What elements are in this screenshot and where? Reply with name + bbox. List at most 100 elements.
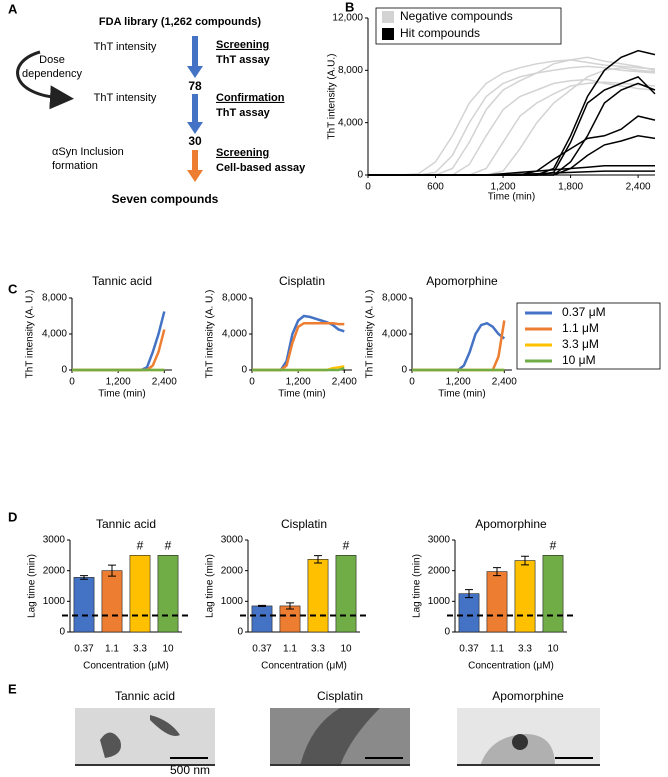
- flow-result: Seven compounds: [112, 192, 219, 206]
- x-tick-label: 1,800: [558, 182, 583, 193]
- x-tick-label: 2,400: [152, 377, 177, 388]
- micrograph-title: Tannic acid: [115, 689, 175, 703]
- y-tick-label: 0: [357, 170, 363, 181]
- y-tick-label: 1000: [428, 596, 451, 607]
- info-strip: [457, 764, 600, 766]
- panel-title: Cisplatin: [281, 517, 327, 531]
- y-tick-label: 3000: [221, 535, 244, 546]
- x-tick-label: 0.37: [74, 644, 94, 655]
- x-tick-label: 1.1: [105, 644, 119, 655]
- micrograph-title: Apomorphine: [492, 689, 564, 703]
- x-axis-label: Time (min): [438, 389, 485, 400]
- x-axis-label: Concentration (μM): [83, 661, 169, 672]
- x-tick-label: 0: [365, 182, 371, 193]
- y-tick-label: 0: [237, 627, 243, 638]
- flow-note: dependency: [22, 68, 82, 80]
- y-axis-label: ThT intensity (A. U.): [365, 290, 376, 379]
- flow-arrow-head: [187, 122, 203, 134]
- flow-stage: Confirmation: [216, 92, 285, 104]
- y-axis-label: ThT intensity (A.U.): [327, 54, 338, 140]
- line-series: [368, 170, 655, 176]
- y-tick-label: 8,000: [42, 293, 67, 304]
- bar: [335, 555, 357, 633]
- legend-box: [375, 7, 562, 45]
- x-axis-label: Concentration (μM): [468, 661, 554, 672]
- panel-title: Apomorphine: [426, 274, 498, 288]
- flow-stage: Screening: [216, 147, 269, 159]
- panel-title: Apomorphine: [475, 517, 547, 531]
- x-axis-label: Concentration (μM): [261, 661, 347, 672]
- micrograph-feature: [512, 734, 528, 750]
- panel-title: Tannic acid: [96, 517, 156, 531]
- x-tick-label: 1.1: [283, 644, 297, 655]
- y-tick-label: 2000: [428, 565, 451, 576]
- y-axis-label: Lag time (min): [27, 554, 38, 618]
- flow-assay: Cell-based assay: [216, 162, 306, 174]
- x-tick-label: 3.3: [133, 644, 147, 655]
- x-tick-label: 10: [340, 644, 352, 655]
- bar: [542, 555, 564, 633]
- x-tick-label: 1,200: [106, 377, 131, 388]
- error-bar: [314, 555, 322, 564]
- legend-label: 3.3 μM: [562, 337, 599, 351]
- y-tick-label: 0: [241, 365, 247, 376]
- x-tick-label: 3.3: [311, 644, 325, 655]
- error-bar: [80, 575, 88, 580]
- line-series: [252, 321, 345, 372]
- x-tick-label: 600: [427, 182, 444, 193]
- legend-label: 10 μM: [562, 353, 596, 367]
- x-tick-label: 1.1: [490, 644, 504, 655]
- bar: [458, 593, 480, 633]
- flow-assay: ThT assay: [216, 54, 271, 66]
- x-axis-label: Time (min): [98, 389, 145, 400]
- x-tick-label: 1,200: [491, 182, 516, 193]
- line-series: [72, 311, 166, 372]
- x-tick-label: 0.37: [252, 644, 272, 655]
- y-tick-label: 3000: [43, 535, 66, 546]
- y-tick-label: 8,000: [222, 293, 247, 304]
- x-tick-label: 0: [409, 377, 415, 388]
- y-tick-label: 4,000: [338, 117, 363, 128]
- y-tick-label: 0: [59, 627, 65, 638]
- flow-stage: Screening: [216, 39, 269, 51]
- flow-arrow-head: [187, 170, 203, 182]
- flow-measure: αSyn Inclusion: [52, 146, 124, 158]
- legend-label: Negative compounds: [400, 9, 513, 23]
- x-tick-label: 2,400: [492, 377, 517, 388]
- flow-title: FDA library (1,262 compounds): [99, 16, 262, 28]
- line-series: [368, 135, 656, 176]
- bar: [157, 555, 179, 633]
- x-tick-label: 2,400: [332, 377, 357, 388]
- y-tick-label: 8,000: [338, 65, 363, 76]
- x-tick-label: 0.37: [459, 644, 479, 655]
- annotation: #: [137, 539, 144, 553]
- micrograph-feature: [300, 708, 380, 766]
- flow-assay: ThT assay: [216, 107, 271, 119]
- panel-label: B: [345, 0, 354, 14]
- micrograph: [75, 708, 215, 766]
- panel-label: A: [8, 1, 18, 16]
- bar: [73, 577, 95, 633]
- info-strip: [270, 764, 410, 766]
- line-series: [368, 59, 656, 176]
- flow-measure: formation: [52, 160, 98, 172]
- info-strip: [75, 764, 215, 766]
- line-series: [412, 321, 506, 372]
- y-tick-label: 4,000: [222, 329, 247, 340]
- flow-curve: [16, 50, 74, 110]
- y-tick-label: 2000: [43, 565, 66, 576]
- panel-label: D: [8, 509, 17, 524]
- y-tick-label: 4,000: [382, 329, 407, 340]
- flow-arrow-head: [187, 66, 203, 78]
- bar: [279, 605, 301, 633]
- flow-measure: ThT intensity: [94, 41, 157, 53]
- legend-label: 1.1 μM: [562, 321, 599, 335]
- y-axis-label: ThT intensity (A. U.): [205, 290, 216, 379]
- micrograph-feature: [100, 715, 180, 758]
- x-tick-label: 2,400: [626, 182, 651, 193]
- y-tick-label: 0: [401, 365, 407, 376]
- line-series: [72, 329, 166, 372]
- x-tick-label: 0: [249, 377, 255, 388]
- y-axis-label: Lag time (min): [412, 554, 423, 618]
- annotation: #: [343, 539, 350, 553]
